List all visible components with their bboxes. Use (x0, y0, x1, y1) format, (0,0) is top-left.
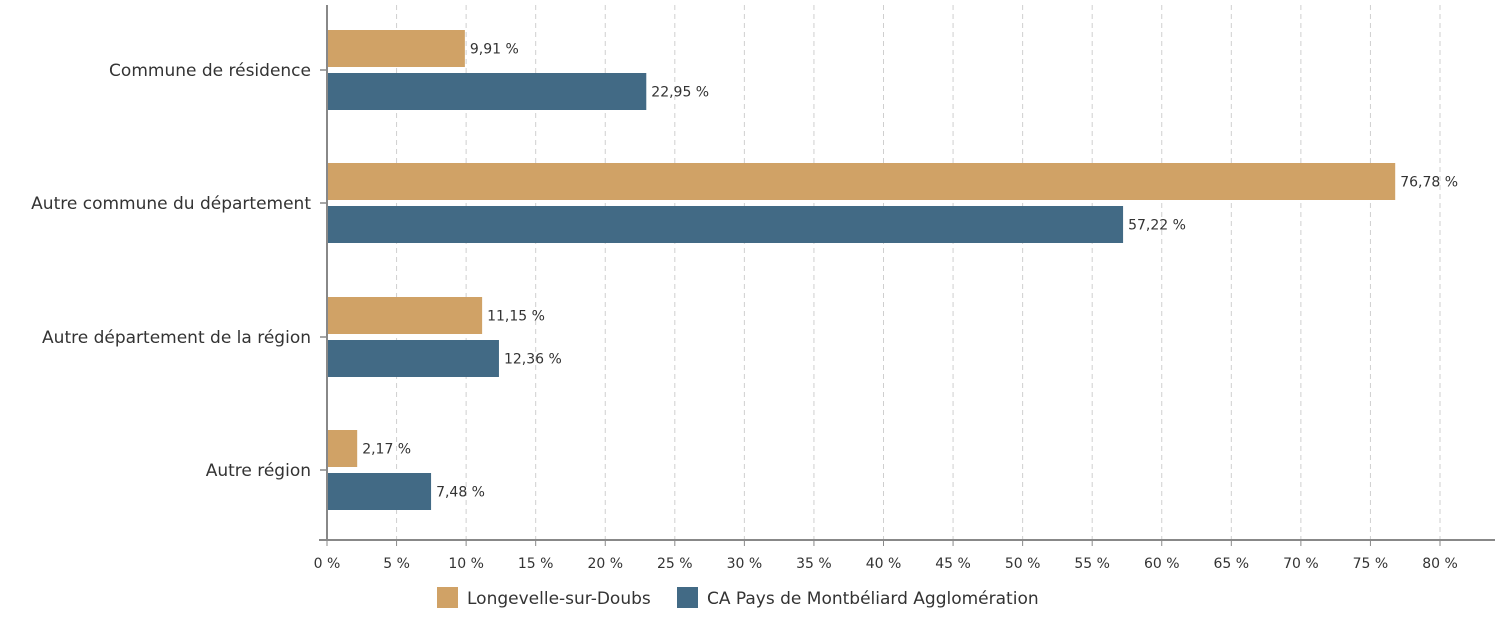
legend-swatch (437, 587, 458, 608)
data-label: 7,48 % (436, 485, 485, 501)
data-label: 9,91 % (470, 42, 519, 58)
x-tick-label: 25 % (657, 556, 693, 572)
x-tick-label: 30 % (727, 556, 763, 572)
x-tick-label: 0 % (314, 556, 341, 572)
bar (327, 73, 647, 110)
x-tick-label: 45 % (935, 556, 971, 572)
bar (327, 473, 432, 510)
bar (327, 430, 358, 467)
x-tick-label: 65 % (1214, 556, 1250, 572)
data-label: 76,78 % (1400, 175, 1458, 191)
bar (327, 206, 1124, 243)
bar (327, 340, 499, 377)
legend-label: Longevelle-sur-Doubs (467, 589, 651, 609)
data-label: 11,15 % (487, 309, 545, 325)
category-label: Commune de résidence (109, 61, 311, 81)
category-label: Autre région (206, 461, 311, 481)
data-label: 22,95 % (651, 85, 709, 101)
x-tick-label: 60 % (1144, 556, 1180, 572)
x-tick-label: 40 % (866, 556, 902, 572)
data-label: 57,22 % (1128, 218, 1186, 234)
x-tick-label: 50 % (1005, 556, 1041, 572)
legend-swatch (677, 587, 698, 608)
bar (327, 163, 1396, 200)
x-tick-label: 35 % (796, 556, 832, 572)
bar (327, 30, 465, 67)
x-tick-label: 15 % (518, 556, 554, 572)
x-tick-label: 5 % (383, 556, 410, 572)
x-tick-label: 80 % (1422, 556, 1458, 572)
category-label: Autre commune du département (31, 194, 311, 214)
data-label: 2,17 % (362, 442, 411, 458)
x-tick-label: 70 % (1283, 556, 1319, 572)
legend-label: CA Pays de Montbéliard Agglomération (707, 589, 1039, 609)
x-tick-label: 75 % (1353, 556, 1389, 572)
x-tick-label: 10 % (448, 556, 484, 572)
x-tick-label: 55 % (1074, 556, 1110, 572)
data-label: 12,36 % (504, 352, 562, 368)
bar (327, 297, 483, 334)
x-tick-label: 20 % (587, 556, 623, 572)
category-label: Autre département de la région (42, 328, 311, 348)
